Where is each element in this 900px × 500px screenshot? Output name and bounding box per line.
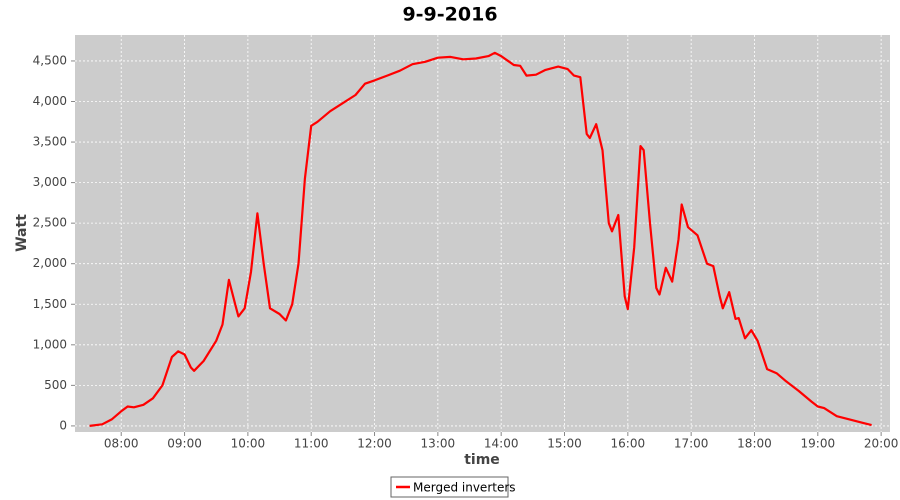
x-axis-label: time [464,452,500,468]
y-tick-label: 0 [59,418,67,432]
y-axis-label: Watt [14,214,30,252]
x-tick-label: 18:00 [737,437,772,451]
y-tick-label: 3,500 [33,135,67,149]
x-tick-label: 08:00 [104,437,139,451]
x-tick-label: 13:00 [421,437,456,451]
series-line [89,51,872,427]
x-tick-label: 09:00 [167,437,202,451]
legend [390,476,509,498]
y-tick-label: 4,500 [33,53,67,67]
chart-title: 9-9-2016 [402,4,497,26]
y-tick-label: 3,000 [33,175,67,189]
y-tick-label: 4,000 [33,94,67,108]
x-tick-label: 14:00 [484,437,519,451]
x-tick-label: 10:00 [231,437,266,451]
y-tick-label: 500 [44,378,67,392]
x-tick-label: 15:00 [547,437,582,451]
x-tick-label: 12:00 [357,437,392,451]
x-tick-label: 11:00 [294,437,329,451]
y-tick-label: 2,000 [33,256,67,270]
y-tick-label: 1,500 [33,297,67,311]
legend-label: Merged inverters [413,481,516,495]
x-tick-label: 19:00 [801,437,836,451]
x-tick-label: 20:00 [864,437,899,451]
x-tick-label: 17:00 [674,437,709,451]
y-tick-label: 1,000 [33,337,67,351]
x-tick-label: 16:00 [611,437,646,451]
plot-area [75,35,890,432]
y-tick-label: 2,500 [33,216,67,230]
